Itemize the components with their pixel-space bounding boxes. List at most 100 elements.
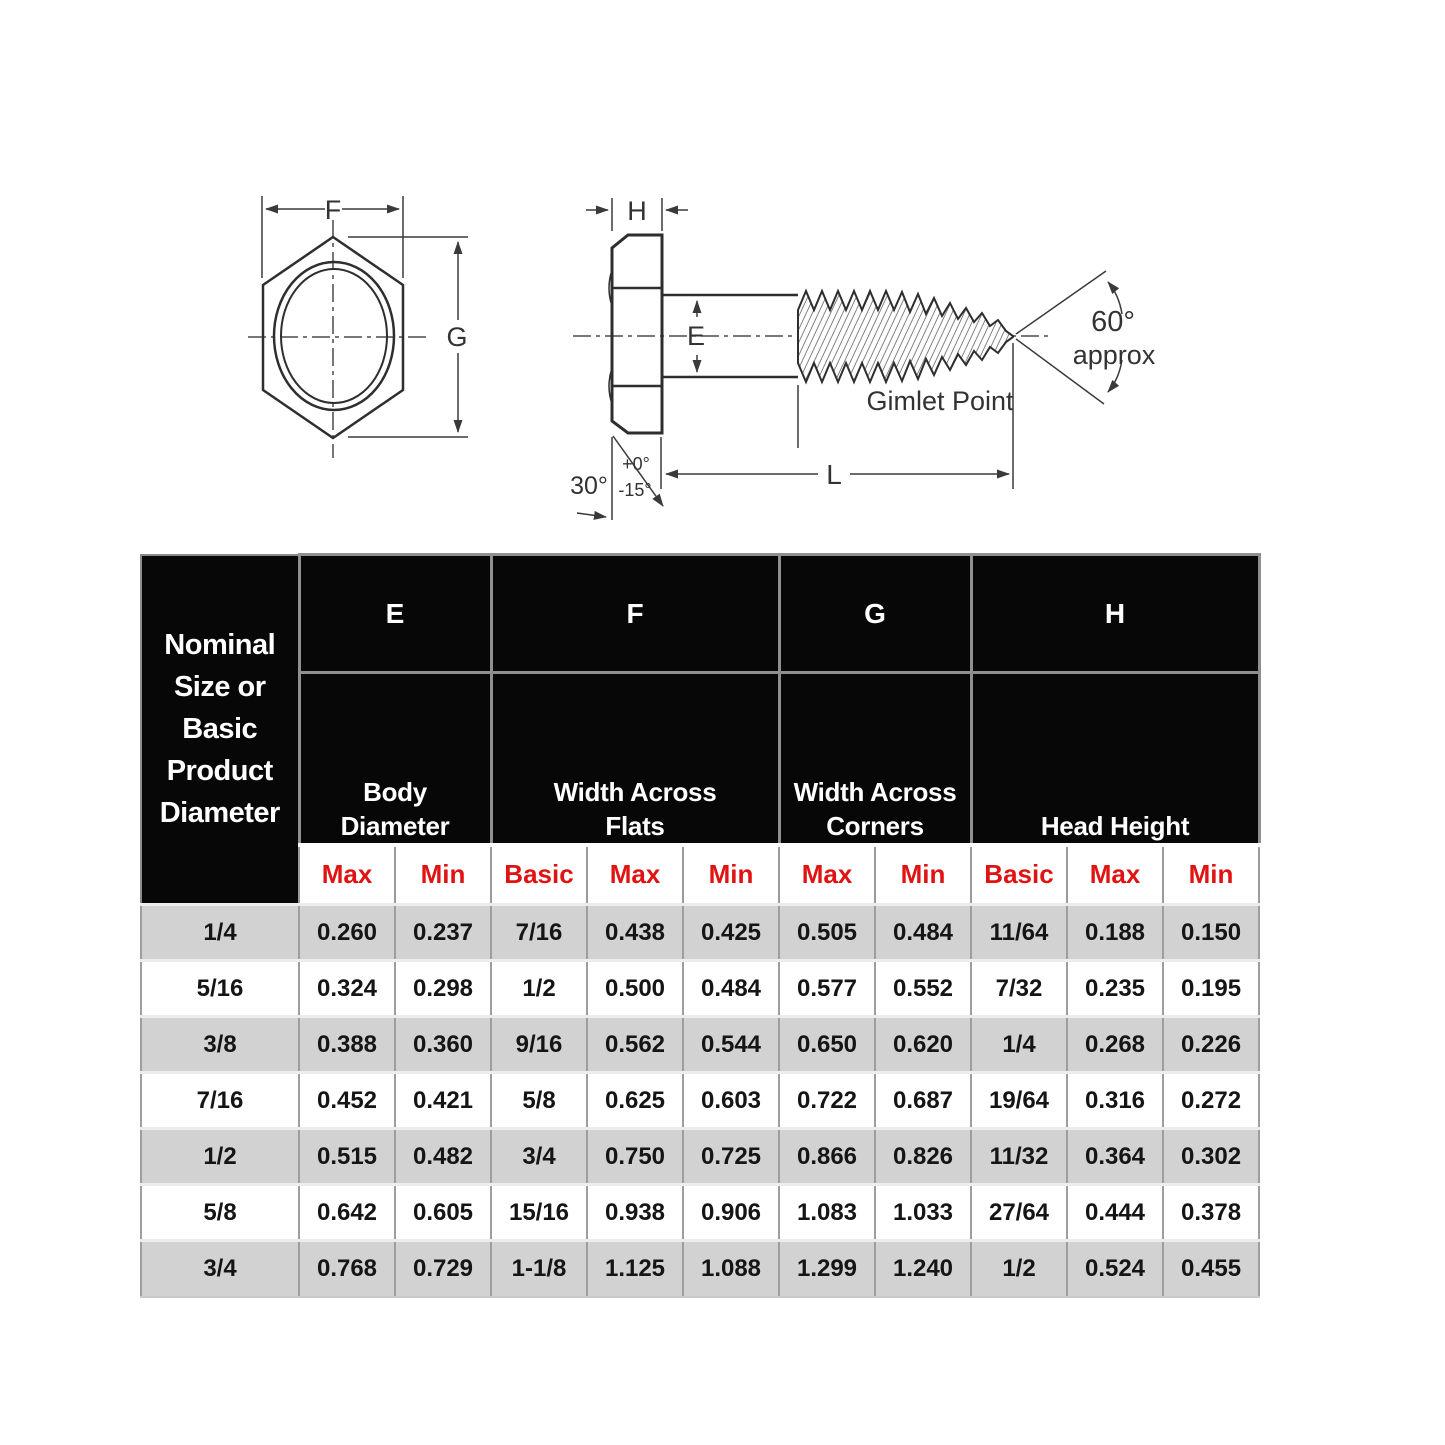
table-row: 7/16 0.452 0.421 5/8 0.625 0.603 0.722 0.687 19/…: [140, 1071, 1261, 1130]
dimension-H: [586, 198, 688, 231]
data-cell: 0.938: [586, 1183, 684, 1242]
data-cell: 0.515: [298, 1127, 396, 1186]
group-letter-E: E: [297, 553, 493, 674]
data-cell: 0.298: [394, 959, 492, 1018]
data-cell: 0.642: [298, 1183, 396, 1242]
data-cell: 1.299: [778, 1239, 876, 1298]
data-cell: 0.455: [1161, 1239, 1261, 1298]
data-cell: 0.687: [874, 1071, 972, 1130]
label-tol-minus: -15°: [618, 480, 651, 500]
data-cell: 0.425: [682, 903, 780, 962]
data-cell: 27/64: [970, 1183, 1068, 1242]
data-cell: 0.725: [682, 1127, 780, 1186]
table-row: 1/4 0.260 0.237 7/16 0.438 0.425 0.505 0.484 11/…: [140, 903, 1261, 962]
row-header-cell: 1/4: [140, 903, 300, 962]
data-cell: 0.605: [394, 1183, 492, 1242]
group-letter-F: F: [489, 553, 781, 674]
data-cell: 0.625: [586, 1071, 684, 1130]
data-cell: 0.906: [682, 1183, 780, 1242]
data-cell: 0.316: [1066, 1071, 1164, 1130]
data-cell: 0.484: [874, 903, 972, 962]
group-letter-row: Nominal Size or Basic Product Diameter E…: [141, 553, 1261, 905]
data-cell: 0.482: [394, 1127, 492, 1186]
data-cell: 1/4: [970, 1015, 1068, 1074]
table-row: 5/16 0.324 0.298 1/2 0.500 0.484 0.577 0.552 7/3…: [140, 959, 1261, 1018]
data-cell: 0.378: [1161, 1183, 1261, 1242]
data-cell: 11/32: [970, 1127, 1068, 1186]
subheader-cell: Min: [394, 842, 492, 906]
label-E: E: [687, 321, 705, 351]
dimension-F: [261, 196, 404, 278]
data-cell: 0.562: [586, 1015, 684, 1074]
data-cell: 0.444: [1066, 1183, 1164, 1242]
data-cell: 0.650: [778, 1015, 876, 1074]
data-cell: 0.484: [682, 959, 780, 1018]
data-cell: 1.088: [682, 1239, 780, 1298]
shank: [662, 293, 798, 379]
label-60-deg: 60°: [1091, 306, 1135, 338]
data-cell: 0.260: [298, 903, 396, 962]
group-name-head-height: Head Height: [969, 671, 1261, 846]
point-angle-60: [1015, 270, 1123, 405]
table-row: 3/4 0.768 0.729 1-1/8 1.125 1.088 1.299 1.240 1/…: [140, 1239, 1261, 1298]
group-letter-G: G: [777, 553, 973, 674]
data-cell: 1.240: [874, 1239, 972, 1298]
label-L: L: [826, 459, 842, 490]
row-header-cell: 5/16: [140, 959, 300, 1018]
gimlet-point-label: Gimlet Point: [866, 386, 1014, 416]
data-cell: 0.388: [298, 1015, 396, 1074]
data-cell: 15/16: [490, 1183, 588, 1242]
hex-head-side-view: [608, 233, 664, 435]
data-cell: 0.768: [298, 1239, 396, 1298]
data-cell: 0.524: [1066, 1239, 1164, 1298]
data-cell: 0.544: [682, 1015, 780, 1074]
data-cell: 0.188: [1066, 903, 1164, 962]
data-cell: 0.603: [682, 1071, 780, 1130]
row-header-cell: 7/16: [140, 1071, 300, 1130]
data-cell: 0.237: [394, 903, 492, 962]
data-cell: 0.360: [394, 1015, 492, 1074]
label-30-deg: 30°: [570, 472, 608, 500]
subheader-cell: Min: [1161, 842, 1261, 906]
data-cell: 7/32: [970, 959, 1068, 1018]
data-cell: 0.302: [1161, 1127, 1261, 1186]
data-cell: 1-1/8: [490, 1239, 588, 1298]
data-cell: 3/4: [490, 1127, 588, 1186]
subheader-cell: Min: [682, 842, 780, 906]
subheader-cell: Max: [778, 842, 876, 906]
dimension-L: [660, 343, 1014, 489]
label-tol-plus: +0°: [622, 454, 650, 474]
data-cell: 1.083: [778, 1183, 876, 1242]
data-cell: 1/2: [490, 959, 588, 1018]
hex-head-front-view: [261, 235, 405, 440]
dimension-G: [348, 236, 468, 438]
table-body: 1/4 0.260 0.237 7/16 0.438 0.425 0.505 0.484 11/…: [140, 903, 1261, 1298]
data-cell: 7/16: [490, 903, 588, 962]
data-cell: 11/64: [970, 903, 1068, 962]
data-cell: 1.125: [586, 1239, 684, 1298]
data-cell: 0.620: [874, 1015, 972, 1074]
data-cell: 9/16: [490, 1015, 588, 1074]
data-cell: 0.195: [1161, 959, 1261, 1018]
technical-drawing: F G H: [248, 195, 1156, 520]
subheader-cell: Min: [874, 842, 972, 906]
data-cell: 0.729: [394, 1239, 492, 1298]
data-cell: 0.268: [1066, 1015, 1164, 1074]
data-cell: 0.500: [586, 959, 684, 1018]
subheader-cell: Max: [586, 842, 684, 906]
subheader-cell: Basic: [970, 842, 1068, 906]
data-cell: 5/8: [490, 1071, 588, 1130]
group-name-width-across-flats: Width Across Flats: [489, 671, 781, 846]
table-row: 3/8 0.388 0.360 9/16 0.562 0.544 0.650 0.620 1/4…: [140, 1015, 1261, 1074]
group-name-width-across-corners: Width Across Corners: [777, 671, 973, 846]
label-G: G: [446, 322, 467, 352]
data-cell: 0.150: [1161, 903, 1261, 962]
subheader-cell: Max: [298, 842, 396, 906]
threaded-section: [797, 288, 1014, 385]
data-cell: 0.235: [1066, 959, 1164, 1018]
table-row: 1/2 0.515 0.482 3/4 0.750 0.725 0.866 0.826 11/3…: [140, 1127, 1261, 1186]
data-cell: 0.505: [778, 903, 876, 962]
subheader-cell: Basic: [490, 842, 588, 906]
data-cell: 0.866: [778, 1127, 876, 1186]
